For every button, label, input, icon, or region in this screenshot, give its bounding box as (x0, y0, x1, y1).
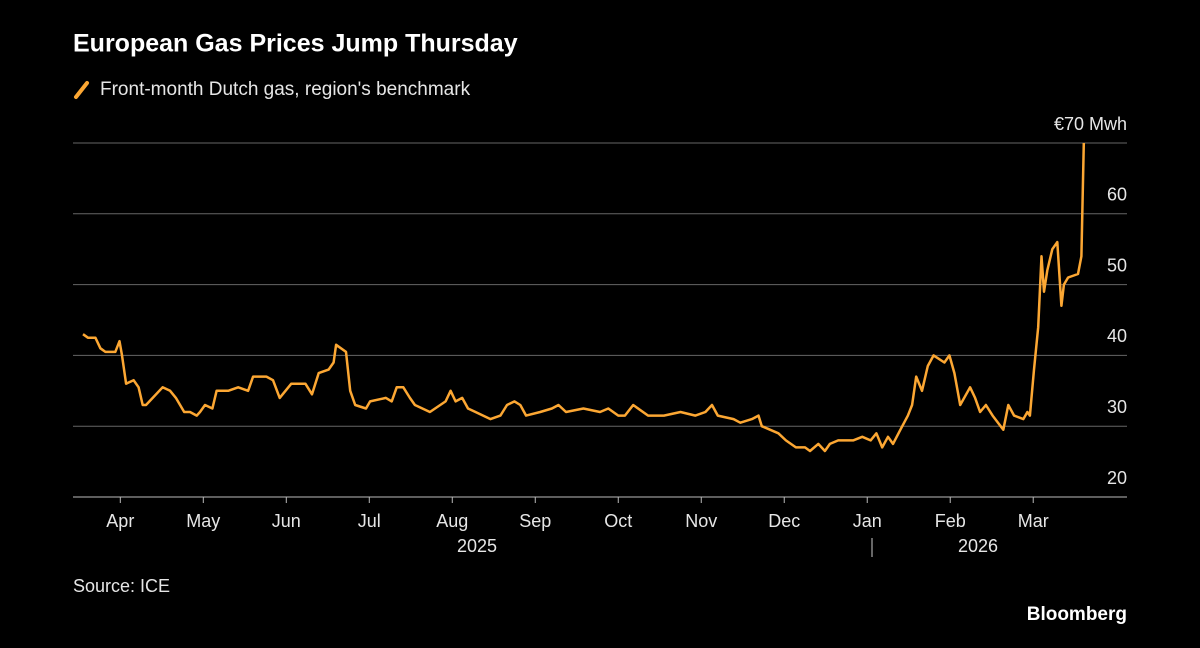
y-tick-label: 40 (1107, 326, 1127, 346)
y-tick-label: 30 (1107, 397, 1127, 417)
legend-label: Front-month Dutch gas, region's benchmar… (100, 79, 471, 100)
year-label: 2025 (457, 536, 497, 556)
legend-swatch (74, 81, 89, 99)
x-tick-label: May (186, 511, 220, 531)
chart-title: European Gas Prices Jump Thursday (73, 30, 518, 58)
x-tick-label: Jul (358, 511, 381, 531)
x-tick-label: Nov (685, 511, 717, 531)
x-tick-label: Oct (604, 511, 632, 531)
x-tick-label: Feb (935, 511, 966, 531)
source: Source: ICE (73, 576, 170, 596)
x-tick-label: Mar (1018, 511, 1049, 531)
x-tick-label: Sep (519, 511, 551, 531)
y-tick-label: 50 (1107, 255, 1127, 275)
year-label: 2026 (958, 536, 998, 556)
y-tick-label: 60 (1107, 185, 1127, 205)
x-tick-label: Apr (106, 511, 134, 531)
x-tick-label: Aug (436, 511, 468, 531)
y-tick-label: €70 Mwh (1054, 114, 1127, 134)
line-series (82, 142, 1086, 453)
brand: Bloomberg (1027, 604, 1127, 625)
x-tick-label: Dec (768, 511, 800, 531)
x-tick-label: Jun (272, 511, 301, 531)
x-tick-label: Jan (853, 511, 882, 531)
y-tick-label: 20 (1107, 468, 1127, 488)
